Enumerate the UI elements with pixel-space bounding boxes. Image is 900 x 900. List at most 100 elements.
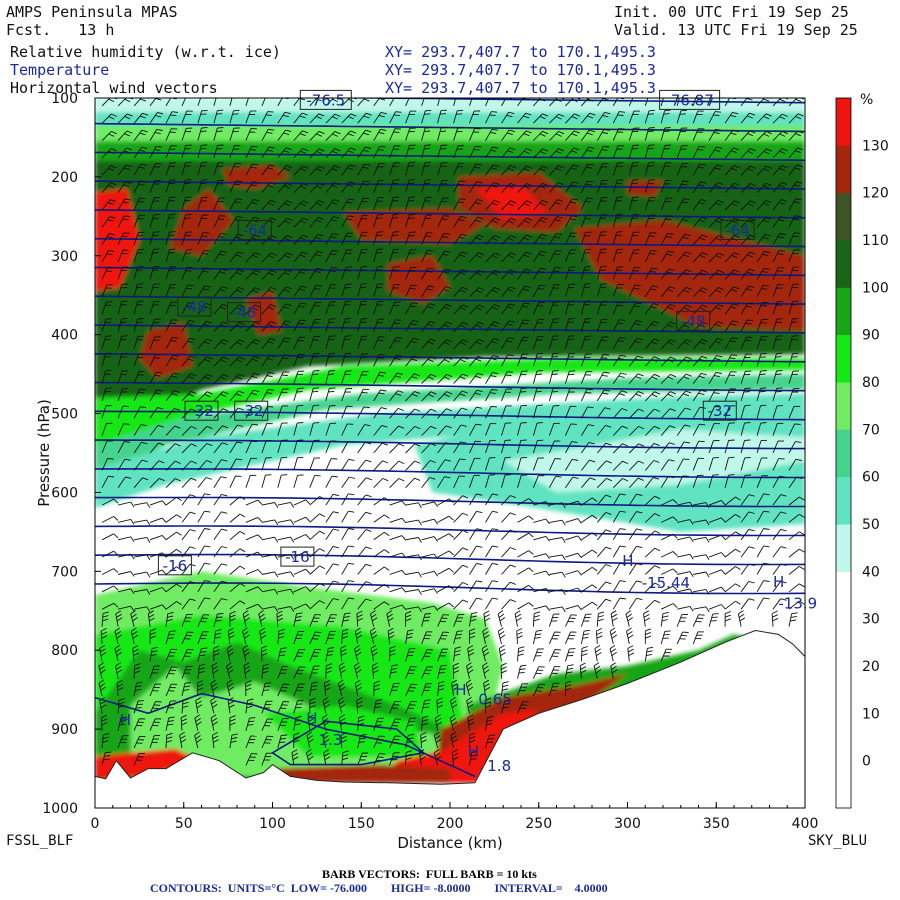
wind-barb — [756, 267, 770, 280]
wind-barb — [644, 628, 652, 644]
wind-barb — [117, 588, 135, 595]
wind-barb — [325, 511, 340, 523]
wind-barb — [181, 196, 192, 211]
wind-barb — [469, 510, 483, 523]
wind-barb — [788, 513, 805, 523]
wind-barb — [373, 566, 390, 575]
wind-barb — [117, 130, 133, 141]
wind-barb — [117, 536, 135, 542]
wind-barb — [277, 217, 293, 228]
wind-barb — [245, 355, 261, 367]
temperature-contour — [270, 720, 426, 766]
wind-barb — [213, 645, 220, 662]
wind-barb — [612, 390, 628, 402]
contour-annotation: H — [120, 711, 131, 729]
wind-barb — [389, 128, 401, 141]
wind-barb — [677, 501, 694, 508]
wind-barb — [325, 630, 336, 645]
wind-barb — [293, 586, 311, 593]
wind-barb — [644, 196, 656, 211]
wind-barb — [117, 605, 135, 612]
wind-barb — [245, 163, 259, 176]
wind-barb — [549, 199, 564, 211]
wind-barb — [437, 476, 451, 488]
wind-barb — [293, 516, 311, 523]
wind-barb — [708, 604, 726, 610]
wind-barb — [756, 130, 772, 141]
wind-barb — [517, 285, 531, 298]
wind-barb — [724, 354, 738, 367]
wind-barb — [181, 511, 196, 523]
wind-barb — [628, 355, 644, 367]
wind-barb — [485, 372, 499, 384]
wind-barb — [661, 585, 678, 593]
wind-barb — [517, 422, 527, 436]
wind-barb — [501, 320, 515, 332]
wind-barb — [101, 130, 117, 141]
wind-barb — [517, 336, 529, 350]
xy-temperature: XY= 293.7,407.7 to 170.1,495.3 — [385, 61, 656, 79]
wind-barb — [485, 474, 496, 488]
xy-rh: XY= 293.7,407.7 to 170.1,495.3 — [385, 43, 656, 61]
wind-barb — [548, 631, 561, 645]
wind-barb — [405, 554, 422, 561]
wind-barb — [116, 679, 124, 697]
wind-barb — [772, 233, 786, 245]
wind-barb — [181, 494, 196, 506]
wind-barb — [341, 370, 352, 384]
wind-barb — [100, 714, 108, 731]
wind-barb — [453, 127, 464, 141]
wind-barb — [229, 424, 244, 436]
wind-barb — [548, 387, 560, 402]
wind-barb — [612, 231, 623, 245]
wind-barb — [533, 587, 550, 594]
wind-barb — [548, 267, 561, 280]
wind-barb — [197, 443, 213, 454]
wind-barb — [277, 286, 293, 298]
wind-barb — [740, 546, 755, 558]
contour-annotation: 1.3 — [319, 731, 343, 749]
wind-barb — [405, 425, 421, 436]
wind-barb — [213, 528, 228, 541]
y-tick-label: 1000 — [42, 801, 78, 817]
wind-barb — [453, 98, 457, 107]
wind-barb — [740, 404, 751, 419]
wind-barb — [421, 214, 433, 228]
wind-barb — [501, 388, 513, 402]
wind-barb — [788, 130, 804, 141]
wind-barb — [213, 98, 217, 107]
wind-barb — [660, 250, 675, 263]
wind-barb — [181, 665, 193, 679]
wind-barb — [357, 163, 371, 176]
wind-barb — [357, 459, 372, 471]
wind-barb — [421, 715, 429, 731]
wind-barb — [373, 699, 383, 714]
wind-barb — [517, 498, 534, 506]
wind-barb — [133, 353, 145, 367]
wind-barb — [147, 610, 155, 627]
wind-barb — [437, 442, 452, 454]
colorbar-segment — [836, 334, 851, 383]
wind-barb — [133, 129, 148, 141]
wind-barb — [149, 112, 164, 124]
wind-barb — [309, 631, 322, 645]
wind-barb — [405, 110, 417, 124]
wind-barb — [149, 283, 160, 297]
colorbar-tick-label: 110 — [862, 233, 889, 249]
wind-barb — [644, 249, 657, 263]
wind-barb — [628, 302, 642, 315]
wind-barb — [117, 518, 135, 525]
wind-barb — [485, 406, 497, 419]
wind-barb — [469, 304, 485, 315]
wind-barb — [325, 301, 337, 315]
wind-barb — [277, 354, 290, 367]
wind-barb — [692, 355, 708, 367]
wind-barb — [580, 231, 592, 245]
wind-barb — [277, 147, 292, 159]
wind-barb — [580, 318, 591, 332]
wind-barb — [405, 144, 416, 159]
temperature-contour — [95, 209, 805, 219]
wind-barb — [453, 198, 466, 211]
wind-barb — [229, 583, 246, 593]
wind-barb — [453, 630, 463, 645]
